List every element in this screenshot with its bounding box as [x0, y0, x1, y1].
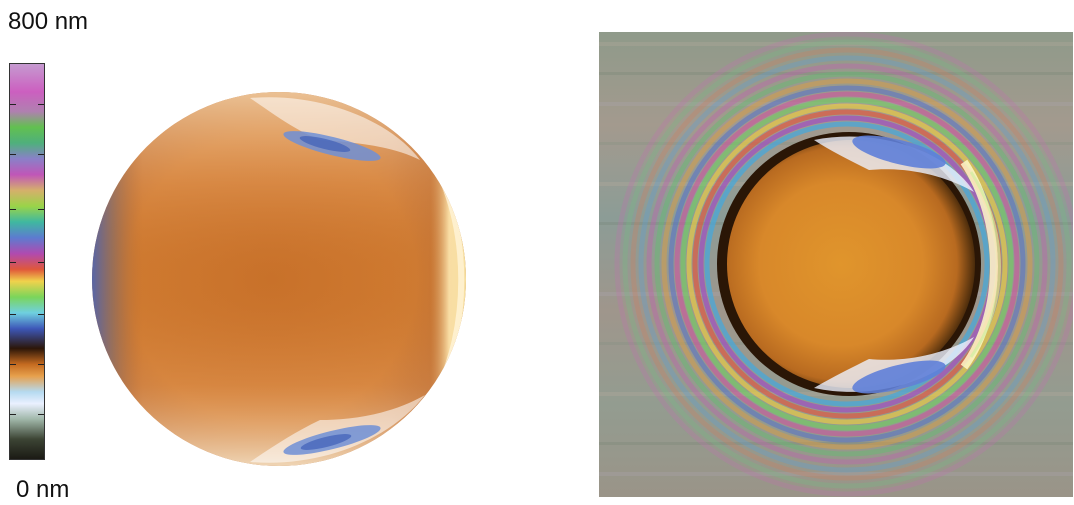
colorbar-tick — [10, 364, 16, 365]
colorbar-tick — [10, 209, 16, 210]
scale-min-label: 0 nm — [16, 476, 70, 503]
colorbar-tick — [38, 154, 44, 155]
colorbar-tick — [38, 262, 44, 263]
colorbar-tick — [10, 314, 16, 315]
colorbar-tick — [38, 364, 44, 365]
thickness-colorbar — [9, 63, 45, 460]
colorbar-tick — [38, 414, 44, 415]
colorbar-tick — [10, 414, 16, 415]
scale-max-label: 800 nm — [8, 8, 89, 35]
colorbar-tick — [10, 154, 16, 155]
colorbar-tick — [10, 262, 16, 263]
simulated-thickness-disc — [92, 92, 466, 466]
colorbar-tick — [10, 104, 16, 105]
colorbar-tick — [38, 104, 44, 105]
colorbar-tick — [38, 314, 44, 315]
colorbar-tick — [38, 209, 44, 210]
interference-photograph — [599, 32, 1073, 497]
